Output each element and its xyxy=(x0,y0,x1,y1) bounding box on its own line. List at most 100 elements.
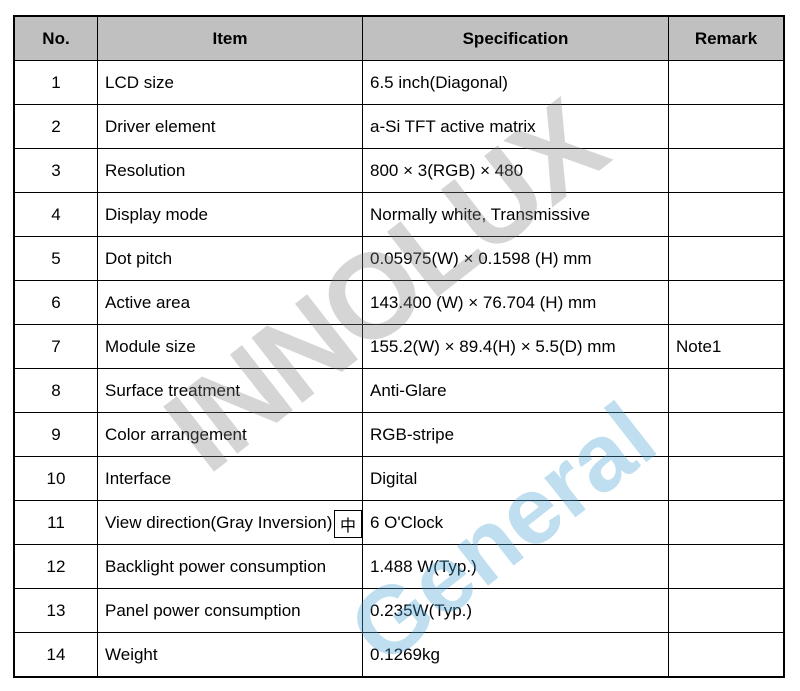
spec-text: a-Si TFT active matrix xyxy=(370,116,536,136)
no-text: 9 xyxy=(51,424,61,444)
cell-item: Color arrangement xyxy=(97,412,363,457)
ime-indicator-icon[interactable]: 中 xyxy=(334,510,362,538)
spec-text: 6.5 inch(Diagonal) xyxy=(370,72,508,92)
item-text: Display mode xyxy=(105,204,208,224)
table-header-row: No. Item Specification Remark xyxy=(13,15,785,61)
item-text: Surface treatment xyxy=(105,380,241,400)
cell-spec: 0.235W(Typ.) xyxy=(362,588,669,633)
table-row: 12 Backlight power consumption 1.488 W(Typ… xyxy=(13,544,785,589)
cell-item: Weight xyxy=(97,632,363,678)
table-row: 2 Driver element a-Si TFT active matrix xyxy=(13,104,785,149)
cell-remark xyxy=(668,544,785,589)
cell-item: Interface xyxy=(97,456,363,501)
cell-remark xyxy=(668,632,785,678)
cell-spec: Digital xyxy=(362,456,669,501)
cell-item: Module size xyxy=(97,324,363,369)
cell-no: 4 xyxy=(13,192,98,237)
table-row: 6 Active area 143.400 (W) × 76.704 (H) mm xyxy=(13,280,785,325)
cell-remark xyxy=(668,500,785,545)
cell-remark xyxy=(668,368,785,413)
cell-item: LCD size xyxy=(97,60,363,105)
item-text: Backlight power consumption xyxy=(105,556,327,576)
cell-item: Surface treatment xyxy=(97,368,363,413)
cell-item: Backlight power consumption xyxy=(97,544,363,589)
no-text: 2 xyxy=(51,116,61,136)
cell-remark xyxy=(668,104,785,149)
table-row: 3 Resolution 800 × 3(RGB) × 480 xyxy=(13,148,785,193)
spec-text: Normally white, Transmissive xyxy=(370,204,591,224)
cell-no: 8 xyxy=(13,368,98,413)
item-text: Driver element xyxy=(105,116,216,136)
no-text: 7 xyxy=(51,336,61,356)
no-text: 4 xyxy=(51,204,61,224)
cell-no: 13 xyxy=(13,588,98,633)
item-text: LCD size xyxy=(105,72,174,92)
cell-spec: 6.5 inch(Diagonal) xyxy=(362,60,669,105)
no-text: 11 xyxy=(47,512,65,532)
item-text: Module size xyxy=(105,336,196,356)
item-text: Panel power consumption xyxy=(105,600,301,620)
cell-no: 10 xyxy=(13,456,98,501)
no-text: 1 xyxy=(51,72,61,92)
cell-remark xyxy=(668,588,785,633)
spec-text: 6 O'Clock xyxy=(370,512,444,532)
cell-no: 14 xyxy=(13,632,98,678)
cell-remark: Note1 xyxy=(668,324,785,369)
spec-text: 1.488 W(Typ.) xyxy=(370,556,477,576)
cell-no: 6 xyxy=(13,280,98,325)
spec-text: 0.1269kg xyxy=(370,644,440,664)
cell-no: 3 xyxy=(13,148,98,193)
cell-no: 5 xyxy=(13,236,98,281)
cell-remark xyxy=(668,280,785,325)
cell-spec: 1.488 W(Typ.) xyxy=(362,544,669,589)
cell-spec: a-Si TFT active matrix xyxy=(362,104,669,149)
item-text: View direction(Gray Inversion) xyxy=(105,512,333,532)
cell-no: 12 xyxy=(13,544,98,589)
no-text: 10 xyxy=(46,468,66,488)
cell-spec: Anti-Glare xyxy=(362,368,669,413)
cell-remark xyxy=(668,412,785,457)
no-text: 5 xyxy=(51,248,61,268)
cell-no: 7 xyxy=(13,324,98,369)
no-text: 8 xyxy=(51,380,61,400)
table-row: 13 Panel power consumption 0.235W(Typ.) xyxy=(13,588,785,633)
spec-text: RGB-stripe xyxy=(370,424,455,444)
cell-item: Dot pitch xyxy=(97,236,363,281)
table-row: 10 Interface Digital xyxy=(13,456,785,501)
spec-text: 0.05975(W) × 0.1598 (H) mm xyxy=(370,248,592,268)
table-row: 8 Surface treatment Anti-Glare xyxy=(13,368,785,413)
spec-text: Anti-Glare xyxy=(370,380,447,400)
table-row: 7 Module size 155.2(W) × 89.4(H) × 5.5(D) … xyxy=(13,324,785,369)
cell-item: View direction(Gray Inversion) 中 xyxy=(97,500,363,545)
cell-remark xyxy=(668,456,785,501)
no-text: 12 xyxy=(46,556,66,576)
table-row: 5 Dot pitch 0.05975(W) × 0.1598 (H) mm xyxy=(13,236,785,281)
cell-no: 1 xyxy=(13,60,98,105)
cell-no: 9 xyxy=(13,412,98,457)
cell-item: Display mode xyxy=(97,192,363,237)
no-text: 6 xyxy=(51,292,61,312)
cell-item: Driver element xyxy=(97,104,363,149)
item-text: Interface xyxy=(105,468,172,488)
cell-spec: 143.400 (W) × 76.704 (H) mm xyxy=(362,280,669,325)
table-row: 9 Color arrangement RGB-stripe xyxy=(13,412,785,457)
item-text: Dot pitch xyxy=(105,248,173,268)
table-row: 1 LCD size 6.5 inch(Diagonal) xyxy=(13,60,785,105)
header-remark: Remark xyxy=(668,15,785,61)
spec-text: 800 × 3(RGB) × 480 xyxy=(370,160,524,180)
specification-table: No. Item Specification Remark 1 LCD size 6… xyxy=(13,15,785,678)
item-text: Weight xyxy=(105,644,158,664)
cell-remark xyxy=(668,192,785,237)
spec-text: 155.2(W) × 89.4(H) × 5.5(D) mm xyxy=(370,336,616,356)
spec-text: Digital xyxy=(370,468,418,488)
table-row: 4 Display mode Normally white, Transmissiv… xyxy=(13,192,785,237)
spec-text: 143.400 (W) × 76.704 (H) mm xyxy=(370,292,597,312)
table-row: 11 View direction(Gray Inversion) 中 6 O'Clo… xyxy=(13,500,785,545)
item-text: Active area xyxy=(105,292,191,312)
item-text: Color arrangement xyxy=(105,424,247,444)
cell-item: Resolution xyxy=(97,148,363,193)
cell-remark xyxy=(668,148,785,193)
cell-spec: Normally white, Transmissive xyxy=(362,192,669,237)
cell-spec: 6 O'Clock xyxy=(362,500,669,545)
remark-text: Note1 xyxy=(676,336,722,356)
